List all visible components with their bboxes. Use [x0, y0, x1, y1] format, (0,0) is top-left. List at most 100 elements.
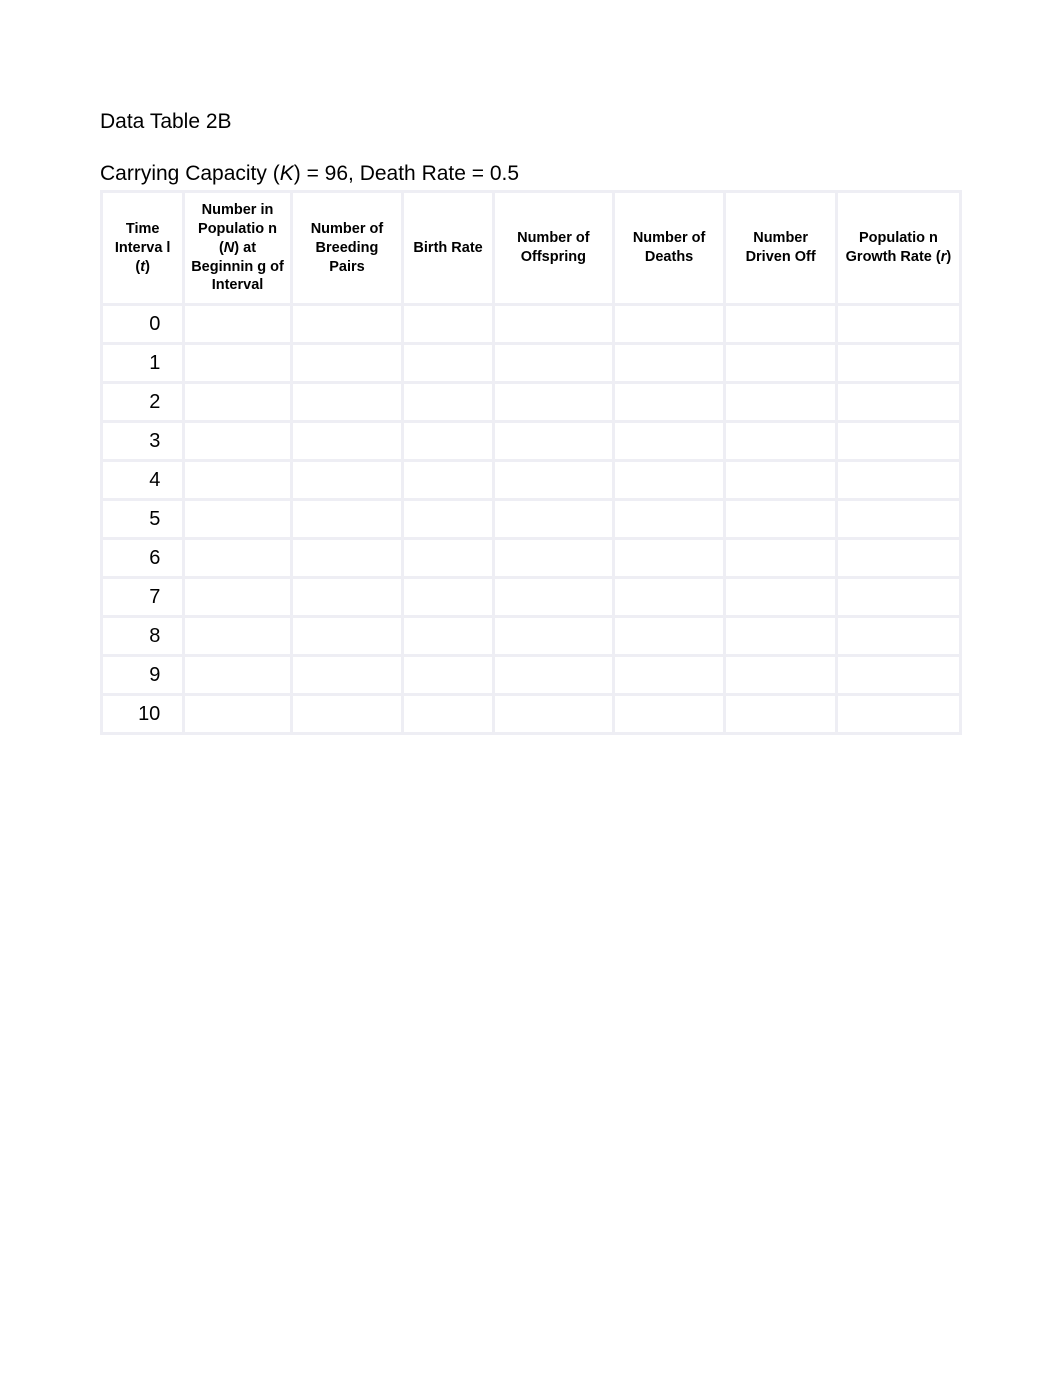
- table-header-row: Time Interva l (t)Number in Populatio n …: [103, 193, 959, 303]
- header-text-part: Number Driven Off: [746, 230, 816, 265]
- table-cell: [404, 696, 492, 732]
- table-row: 1: [103, 345, 959, 381]
- table-row: 7: [103, 579, 959, 615]
- table-cell: [404, 618, 492, 654]
- column-header-4: Number of Offspring: [495, 193, 612, 303]
- table-cell: [185, 618, 289, 654]
- table-cell: [404, 657, 492, 693]
- column-header-0: Time Interva l (t): [103, 193, 182, 303]
- table-cell: [615, 618, 724, 654]
- table-cell: [838, 501, 959, 537]
- table-cell: 8: [103, 618, 182, 654]
- column-header-6: Number Driven Off: [726, 193, 835, 303]
- table-cell: [495, 501, 612, 537]
- table-cell: [838, 306, 959, 342]
- table-cell: [404, 423, 492, 459]
- table-cell: [615, 696, 724, 732]
- table-row: 8: [103, 618, 959, 654]
- table-cell: [404, 579, 492, 615]
- column-header-3: Birth Rate: [404, 193, 492, 303]
- header-text-part: Number of Deaths: [633, 230, 706, 265]
- subtitle-prefix: Carrying Capacity (: [100, 162, 280, 185]
- table-cell: [838, 345, 959, 381]
- table-cell: [185, 579, 289, 615]
- table-cell: [838, 579, 959, 615]
- table-row: 6: [103, 540, 959, 576]
- header-text-part: ): [946, 249, 951, 265]
- table-cell: [185, 657, 289, 693]
- table-cell: [404, 345, 492, 381]
- table-cell: [293, 501, 402, 537]
- column-header-1: Number in Populatio n (N) at Beginnin g …: [185, 193, 289, 303]
- table-cell: [615, 657, 724, 693]
- table-body: 012345678910: [103, 306, 959, 732]
- table-cell: [404, 501, 492, 537]
- table-row: 5: [103, 501, 959, 537]
- table-row: 4: [103, 462, 959, 498]
- table-cell: [726, 657, 835, 693]
- table-cell: [185, 540, 289, 576]
- table-cell: [185, 462, 289, 498]
- table-cell: [293, 462, 402, 498]
- table-cell: [293, 306, 402, 342]
- table-cell: 1: [103, 345, 182, 381]
- table-cell: [293, 540, 402, 576]
- table-cell: [495, 462, 612, 498]
- table-cell: [495, 579, 612, 615]
- table-cell: [185, 423, 289, 459]
- subtitle-suffix: ) = 96, Death Rate = 0.5: [294, 162, 519, 185]
- table-cell: [293, 579, 402, 615]
- table-cell: [293, 384, 402, 420]
- table-cell: [726, 579, 835, 615]
- table-cell: [185, 696, 289, 732]
- table-cell: [615, 540, 724, 576]
- table-cell: [726, 696, 835, 732]
- header-text-part: Number of Breeding Pairs: [311, 221, 384, 275]
- table-cell: 7: [103, 579, 182, 615]
- table-cell: [615, 384, 724, 420]
- table-cell: 6: [103, 540, 182, 576]
- table-cell: [838, 423, 959, 459]
- table-cell: [495, 384, 612, 420]
- table-row: 2: [103, 384, 959, 420]
- page-title: Data Table 2B: [100, 110, 962, 134]
- table-cell: [293, 696, 402, 732]
- table-cell: [615, 501, 724, 537]
- table-cell: [838, 696, 959, 732]
- table-cell: [495, 618, 612, 654]
- header-text-part: ): [145, 259, 150, 275]
- column-header-2: Number of Breeding Pairs: [293, 193, 402, 303]
- table-cell: 9: [103, 657, 182, 693]
- data-table: Time Interva l (t)Number in Populatio n …: [100, 190, 962, 735]
- table-cell: [726, 618, 835, 654]
- table-cell: 5: [103, 501, 182, 537]
- table-row: 0: [103, 306, 959, 342]
- table-cell: [726, 345, 835, 381]
- table-cell: [838, 540, 959, 576]
- header-text-part: Number of Offspring: [517, 230, 590, 265]
- table-cell: [615, 345, 724, 381]
- header-text-part: Birth Rate: [413, 240, 482, 256]
- table-cell: [615, 579, 724, 615]
- table-cell: [726, 423, 835, 459]
- table-cell: 4: [103, 462, 182, 498]
- table-cell: [404, 462, 492, 498]
- table-cell: [838, 618, 959, 654]
- table-cell: [615, 423, 724, 459]
- table-cell: [495, 345, 612, 381]
- table-cell: [838, 384, 959, 420]
- table-row: 9: [103, 657, 959, 693]
- table-cell: [726, 384, 835, 420]
- table-cell: [293, 657, 402, 693]
- table-cell: [838, 462, 959, 498]
- subtitle: Carrying Capacity (K) = 96, Death Rate =…: [100, 162, 962, 186]
- table-cell: 3: [103, 423, 182, 459]
- table-cell: [185, 306, 289, 342]
- table-cell: [404, 384, 492, 420]
- table-cell: [726, 501, 835, 537]
- table-cell: [838, 657, 959, 693]
- table-cell: [185, 501, 289, 537]
- table-cell: [495, 540, 612, 576]
- table-cell: [495, 696, 612, 732]
- table-cell: [185, 345, 289, 381]
